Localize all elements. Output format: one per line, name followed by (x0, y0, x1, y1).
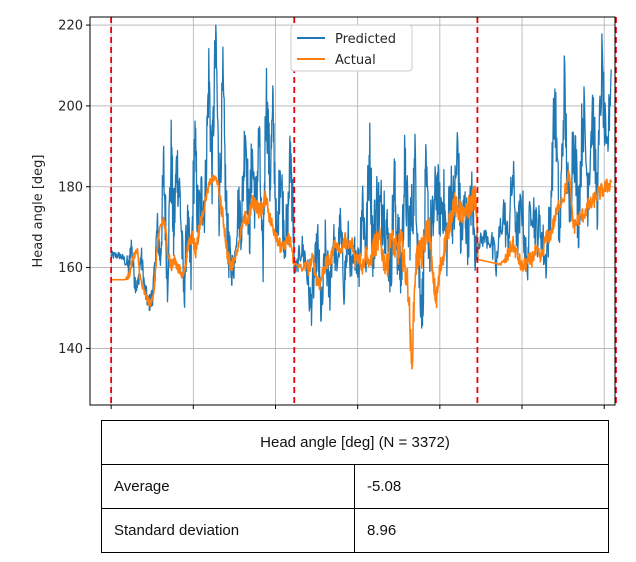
series-layer (110, 17, 617, 405)
series-line-predicted (110, 24, 612, 329)
series-line-actual (111, 169, 612, 370)
plot-frame (89, 16, 616, 406)
stats-row: Standard deviation 8.96 (101, 508, 609, 553)
stats-label-average: Average (101, 464, 355, 509)
stats-title: Head angle [deg] (N = 3372) (101, 420, 609, 465)
y-tick-label: 220 (58, 19, 83, 34)
y-tick-label: 140 (58, 342, 83, 357)
y-tick-label: 160 (58, 261, 83, 276)
axis-ticks: 140 160 180 200 220 (58, 19, 605, 409)
stats-value-std: 8.96 (354, 508, 609, 553)
legend: Predicted Actual (290, 24, 413, 72)
stats-row: Average -5.08 (101, 464, 609, 509)
stats-label-std: Standard deviation (101, 508, 355, 553)
stats-header-row: Head angle [deg] (N = 3372) (101, 420, 609, 465)
legend-label-actual: Actual (335, 53, 376, 68)
y-tick-label: 180 (58, 180, 83, 195)
stats-value-average: -5.08 (354, 464, 609, 509)
line-chart: 140 160 180 200 220 Head angle [deg] Predict… (31, 16, 617, 409)
y-tick-label: 200 (58, 99, 83, 114)
stats-table: Head angle [deg] (N = 3372) Average -5.0… (101, 420, 609, 553)
y-axis-label: Head angle [deg] (31, 155, 46, 268)
legend-label-predicted: Predicted (335, 32, 396, 47)
